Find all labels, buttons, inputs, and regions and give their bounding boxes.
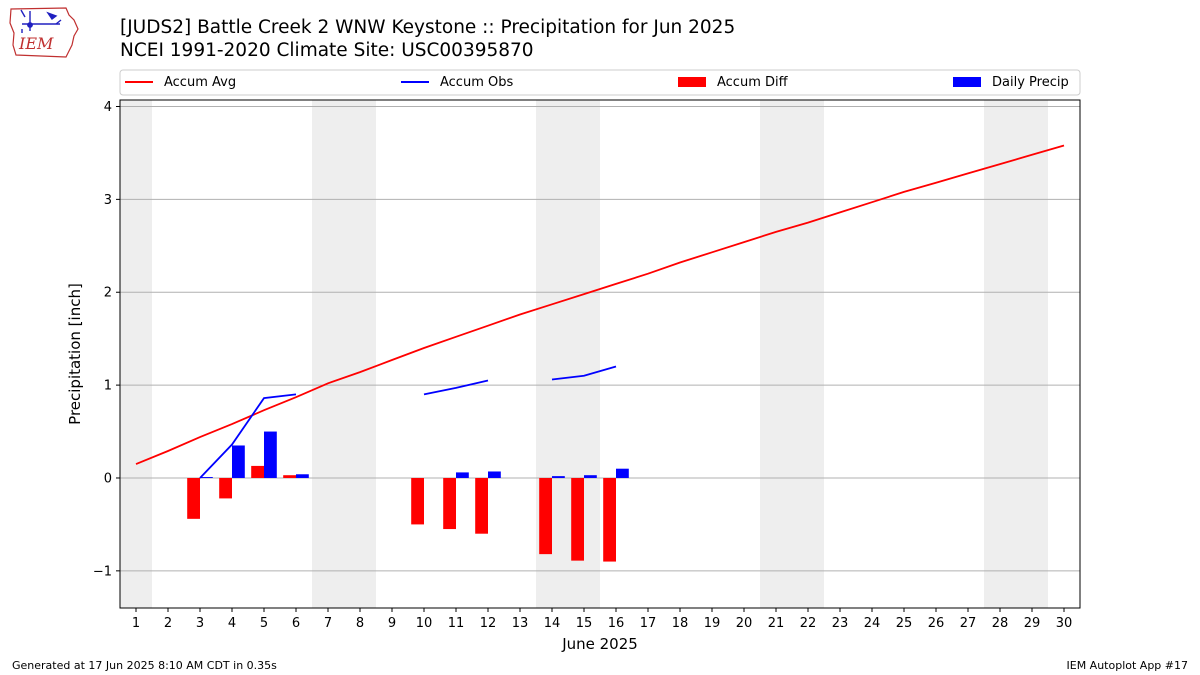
accum-diff-bar [411,477,424,525]
x-tick-label: 8 [356,616,364,631]
x-tick-label: 18 [672,616,689,631]
x-tick-label: 21 [768,616,785,631]
x-tick-label: 24 [864,616,881,631]
daily-precip-bar [264,431,277,478]
x-tick-label: 17 [640,616,657,631]
x-tick-label: 13 [512,616,529,631]
generated-timestamp: Generated at 17 Jun 2025 8:10 AM CDT in … [12,659,277,672]
accum-diff-bar [539,477,552,555]
y-axis: −1 0 1 2 3 4 [93,100,120,579]
x-tick-label: 12 [480,616,497,631]
accum-diff-bar [475,477,488,534]
y-tick-label: 3 [104,193,112,208]
weekend-band [344,100,376,608]
x-tick-label: 22 [800,616,817,631]
legend-label: Accum Avg [164,75,236,90]
daily-precip-bar [296,474,309,478]
daily-precip-bar [584,475,597,478]
x-tick-label: 14 [544,616,561,631]
y-tick-label: 4 [104,100,112,115]
logo-text: IEM [18,34,54,53]
legend-swatch [678,77,706,87]
weekend-band [1016,100,1048,608]
x-tick-label: 28 [992,616,1009,631]
x-tick-label: 15 [576,616,593,631]
accum-diff-bar [251,465,264,478]
x-tick-label: 3 [196,616,204,631]
x-tick-label: 7 [324,616,332,631]
weekend-band [312,100,344,608]
legend-label: Daily Precip [992,75,1069,90]
weekend-band [120,100,152,608]
x-tick-label: 6 [292,616,300,631]
x-tick-label: 1 [132,616,140,631]
x-tick-label: 19 [704,616,721,631]
x-tick-label: 10 [416,616,433,631]
legend-label: Accum Diff [717,75,789,90]
y-tick-label: 0 [104,471,112,486]
x-tick-label: 26 [928,616,945,631]
y-tick-label: 1 [104,379,112,394]
bar-layer [187,431,629,562]
accum-diff-bar [571,477,584,561]
daily-precip-bar [232,445,245,478]
accum-diff-bar [603,477,616,562]
legend-label: Accum Obs [440,75,513,90]
accum-diff-bar [443,477,456,530]
autoplot-app-label: IEM Autoplot App #17 [1066,659,1189,672]
y-grid [120,106,1080,572]
weather-station-icon [20,9,62,33]
legend-frame [119,69,1081,96]
x-axis-label: June 2025 [561,635,638,653]
chart-subtitle: NCEI 1991-2020 Climate Site: USC00395870 [120,40,534,61]
x-tick-label: 16 [608,616,625,631]
accum-diff-bar [283,475,296,478]
weekend-band [792,100,824,608]
plot-frame [119,99,1081,609]
y-axis-label: Precipitation [inch] [66,283,84,425]
x-tick-label: 20 [736,616,753,631]
chart-title: [JUDS2] Battle Creek 2 WNW Keystone :: P… [120,17,736,38]
x-tick-label: 11 [448,616,465,631]
x-tick-label: 4 [228,616,236,631]
y-tick-label: −1 [93,564,112,579]
accum-avg-line [135,144,1065,465]
accum-obs-line [551,365,617,381]
weekend-band [984,100,1016,608]
y-tick-label: 2 [104,286,112,301]
x-tick-label: 29 [1024,616,1041,631]
accum-obs-line [199,393,297,479]
x-tick-label: 23 [832,616,849,631]
x-tick-label: 27 [960,616,977,631]
x-tick-label: 5 [260,616,268,631]
daily-precip-bar [616,468,629,478]
legend-swatch [953,77,981,87]
accum-diff-bar [219,477,232,499]
legend: Accum Avg Accum Obs Accum Diff Daily Precip [119,69,1081,96]
x-tick-label: 2 [164,616,172,631]
iem-logo: IEM [9,7,79,58]
accum-diff-bar [187,477,200,519]
daily-precip-bar [488,471,501,478]
accum-obs-line [423,379,489,396]
daily-precip-bar [200,477,213,478]
weekend-band [760,100,792,608]
x-tick-label: 9 [388,616,396,631]
x-tick-label: 25 [896,616,913,631]
daily-precip-bar [456,472,469,478]
x-tick-label: 30 [1056,616,1073,631]
x-axis: 1 2 3 4 5 6 7 8 9 10 11 12 13 14 15 16 17 18 19 20 21 22 23 24 2… [132,608,1072,631]
line-layer [135,144,1065,479]
daily-precip-bar [552,476,565,478]
